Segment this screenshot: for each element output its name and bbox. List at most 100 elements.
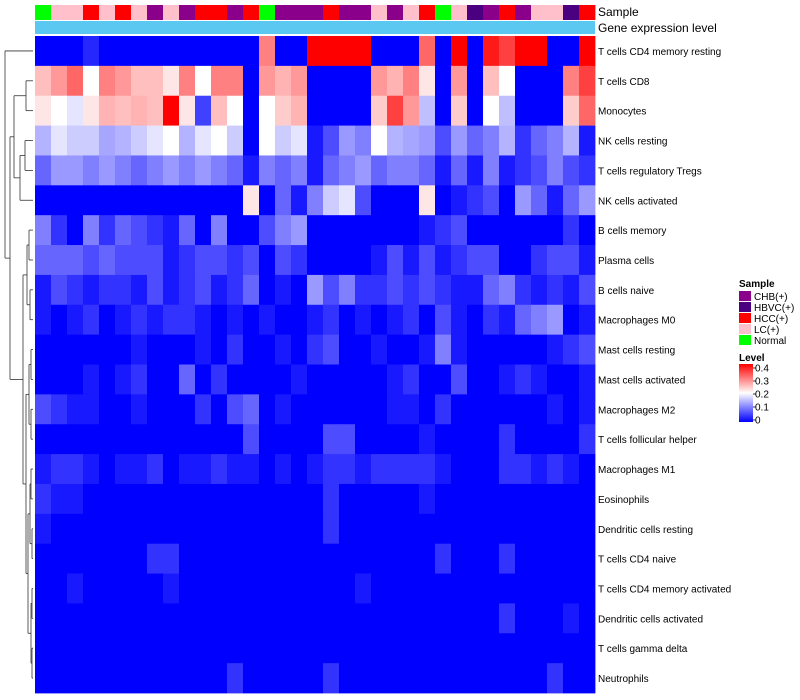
heatmap-cell	[547, 573, 564, 604]
heatmap-cell	[131, 36, 148, 67]
heatmap-cell	[243, 513, 260, 545]
heatmap-cell	[67, 245, 84, 276]
heatmap-cell	[243, 483, 260, 515]
level-legend-tick-label: 0.1	[755, 403, 769, 414]
heatmap-cell	[499, 424, 516, 455]
heatmap-cell	[547, 274, 564, 306]
heatmap-cell	[99, 573, 116, 604]
heatmap-cell	[67, 274, 84, 306]
heatmap-cell	[307, 215, 324, 246]
heatmap-cell	[419, 603, 436, 634]
heatmap-cell	[339, 304, 356, 336]
heatmap-cell	[339, 245, 356, 276]
heatmap-cell	[83, 603, 100, 634]
heatmap-cell	[83, 454, 100, 485]
row-label: T cells follicular helper	[598, 435, 697, 446]
heatmap-cell	[259, 185, 276, 216]
heatmap-cell	[419, 573, 436, 604]
heatmap-cell	[371, 185, 388, 216]
heatmap-cell	[387, 424, 404, 455]
heatmap-cell	[531, 364, 548, 395]
heatmap-cell	[371, 274, 388, 306]
heatmap-cell	[355, 155, 372, 186]
heatmap-cell	[499, 185, 516, 216]
sample-annotation-cell	[179, 5, 196, 20]
heatmap-cell	[499, 304, 516, 336]
heatmap-cell	[579, 95, 596, 126]
heatmap-cell	[387, 454, 404, 485]
heatmap-cell	[323, 36, 340, 67]
heatmap-cell	[403, 95, 420, 126]
heatmap-cell	[339, 573, 356, 604]
heatmap-cell	[35, 633, 52, 664]
heatmap-cell	[83, 155, 100, 186]
heatmap-cell	[499, 543, 516, 574]
heatmap-cell	[211, 245, 228, 276]
heatmap-cell	[531, 663, 548, 694]
heatmap-cell	[403, 65, 420, 97]
heatmap-cell	[307, 334, 324, 365]
heatmap-cell	[563, 36, 580, 67]
heatmap-cell	[531, 215, 548, 246]
heatmap-cell	[323, 125, 340, 156]
heatmap-cell	[99, 185, 116, 216]
heatmap-cell	[403, 185, 420, 216]
heatmap-cell	[371, 155, 388, 186]
heatmap-cell	[371, 483, 388, 515]
sample-annotation-cell	[339, 5, 356, 20]
heatmap-cell	[483, 454, 500, 485]
heatmap-cell	[419, 155, 436, 186]
sample-annotation-cell	[67, 5, 84, 20]
heatmap-cell	[227, 483, 244, 515]
heatmap-cell	[227, 573, 244, 604]
heatmap-cell	[115, 394, 132, 425]
heatmap-cell	[403, 36, 420, 67]
heatmap-cell	[339, 215, 356, 246]
heatmap-cell	[51, 573, 68, 604]
heatmap-cell	[499, 573, 516, 604]
heatmap-cell	[163, 364, 180, 395]
heatmap-cell	[163, 95, 180, 126]
heatmap-cell	[579, 483, 596, 515]
heatmap-cell	[243, 215, 260, 246]
heatmap-cell	[67, 394, 84, 425]
heatmap-cell	[467, 65, 484, 97]
heatmap-cell	[387, 663, 404, 694]
sample-annotation-cell	[51, 5, 68, 20]
heatmap-cell	[563, 215, 580, 246]
heatmap-cell	[339, 454, 356, 485]
heatmap-cell	[243, 543, 260, 574]
heatmap-cell	[51, 304, 68, 336]
heatmap-cell	[451, 185, 468, 216]
heatmap-cell	[195, 424, 212, 455]
heatmap-cell	[195, 334, 212, 365]
heatmap-cell	[115, 543, 132, 574]
heatmap-cell	[339, 394, 356, 425]
heatmap-cell	[467, 454, 484, 485]
heatmap-cell	[163, 65, 180, 97]
heatmap-cell	[227, 36, 244, 67]
heatmap-cell	[259, 364, 276, 395]
heatmap-cell	[531, 334, 548, 365]
heatmap-cell	[515, 483, 532, 515]
heatmap-cell	[275, 65, 292, 97]
heatmap-cell	[403, 125, 420, 156]
heatmap-cell	[403, 663, 420, 694]
heatmap-cell	[67, 155, 84, 186]
sample-annotation-cell	[451, 5, 468, 20]
sample-annotation-cell	[211, 5, 228, 20]
heatmap-cell	[67, 215, 84, 246]
sample-legend-label: CHB(+)	[754, 292, 788, 303]
heatmap-cell	[499, 125, 516, 156]
row-label: NK cells resting	[598, 137, 667, 148]
heatmap-cell	[179, 65, 196, 97]
heatmap-cell	[275, 185, 292, 216]
heatmap-cell	[579, 454, 596, 485]
heatmap-cell	[227, 304, 244, 336]
heatmap-cell	[99, 543, 116, 574]
heatmap-cell	[339, 65, 356, 97]
sample-annotation-cell	[227, 5, 244, 20]
heatmap-cell	[515, 603, 532, 634]
heatmap-cell	[195, 65, 212, 97]
heatmap-cell	[467, 334, 484, 365]
